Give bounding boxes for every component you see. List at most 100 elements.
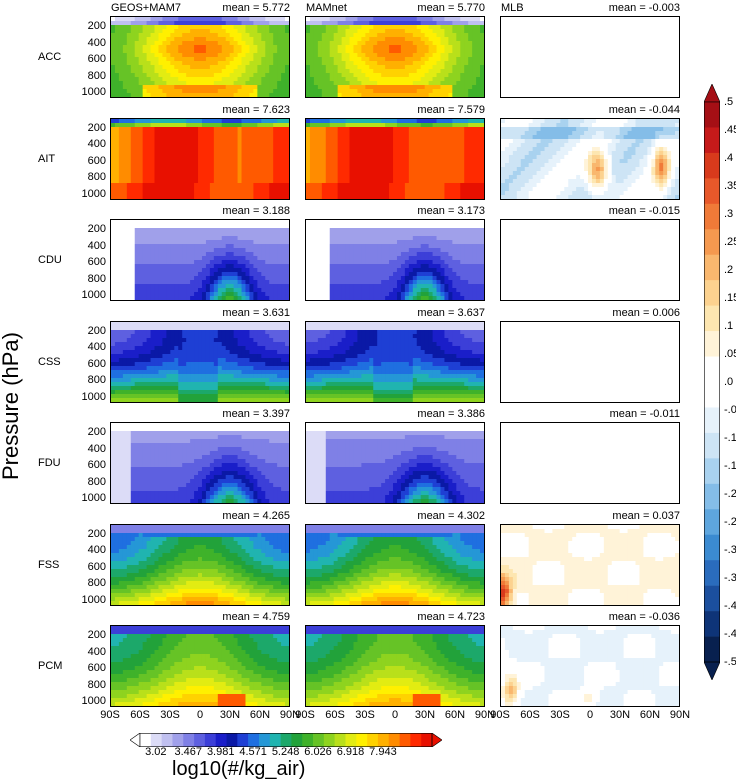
heatmap-cell [619,69,625,74]
heatmap-cell [452,134,457,140]
heatmap-cell [659,85,664,90]
heatmap-cell [174,45,179,50]
heatmap-cell [130,158,136,164]
heatmap-cell [209,142,215,148]
heatmap-cell [373,89,378,94]
heatmap-cell [285,138,289,144]
heatmap-cell [118,93,124,97]
heatmap-cell [325,45,331,50]
heatmap-cell [631,138,637,144]
heatmap-cell [667,89,672,94]
heatmap-cell [321,154,327,160]
heatmap-cell [277,182,282,188]
heatmap-cell [166,154,171,160]
heatmap-cell [448,170,453,176]
heatmap-cell [424,186,430,192]
heatmap-cell [329,186,335,192]
heatmap-cell [627,146,633,152]
heatmap-cell [572,81,577,86]
heatmap-cell [170,89,175,94]
heatmap-cell [552,77,557,82]
heatmap-cell [353,170,359,176]
heatmap-cell [249,122,254,128]
heatmap-cell [201,25,207,30]
heatmap-cell [651,81,656,86]
heatmap-cell [556,73,561,78]
heatmap-cell [404,174,410,180]
heatmap-cell [572,130,577,136]
heatmap-cell [126,33,132,38]
heatmap-cell [126,190,132,196]
heatmap-cell [516,142,522,148]
heatmap-cell [468,162,473,168]
heatmap-cell [591,33,597,38]
heatmap-cell [516,93,522,97]
heatmap-cell [464,134,469,140]
heatmap-cell [309,45,315,50]
heatmap-cell [201,45,207,50]
heatmap-cell [389,49,394,54]
heatmap-cell [659,93,664,97]
heatmap-cell [476,93,481,97]
heatmap-cell [345,29,351,34]
heatmap-cell [568,154,573,160]
heatmap-cell [245,134,251,140]
heatmap-cell [329,61,335,66]
heatmap-cell [269,65,274,70]
heatmap-cell [111,93,116,97]
heatmap-cell [225,41,231,46]
heatmap-cell [432,126,438,132]
heatmap-cell [277,33,282,38]
heatmap-cell [190,118,195,124]
heatmap-cell [190,45,195,50]
heatmap-cell [241,166,247,172]
mean-label: mean = 5.770 [417,2,485,14]
heatmap-cell [432,162,438,168]
heatmap-cell [599,73,605,78]
heatmap-cell [313,41,319,46]
heatmap-cell [229,174,235,180]
heatmap-cell [178,45,183,50]
heatmap-cell [209,81,215,86]
heatmap-cell [584,126,589,132]
heatmap-cell [603,89,609,94]
heatmap-cell [306,166,311,172]
heatmap-cell [221,138,227,144]
heatmap-cell [627,53,633,58]
heatmap-cell [182,150,187,156]
heatmap-cell [337,65,343,70]
heatmap-cell [138,190,144,196]
heatmap-cell [576,142,581,148]
heatmap-cell [480,49,484,54]
heatmap-cell [476,41,481,46]
heatmap-cell [588,89,593,94]
heatmap-cell [560,21,565,26]
heatmap-cell [265,89,270,94]
heatmap-cell [464,57,469,62]
heatmap-cell [548,21,554,26]
heatmap-cell [329,73,335,78]
heatmap-cell [544,53,550,58]
heatmap-cell [540,158,546,164]
heatmap-cell [420,93,426,97]
heatmap-cell [253,146,258,152]
heatmap-cell [337,49,343,54]
heatmap-cell [560,122,565,128]
heatmap-cell [404,25,410,30]
heatmap-cell [647,93,652,97]
heatmap-cell [393,93,398,97]
heatmap-cell [504,69,510,74]
heatmap-cell [568,130,573,136]
heatmap-cell [385,89,390,94]
heatmap-cell [564,73,569,78]
heatmap-cell [253,29,258,34]
heatmap-cell [456,17,461,22]
heatmap-cell [643,93,648,97]
heatmap-cell [464,77,469,82]
heatmap-cell [205,29,211,34]
heatmap-cell [460,93,465,97]
heatmap-cell [321,77,327,82]
heatmap-cell [655,81,660,86]
heatmap-cell [333,61,339,66]
heatmap-cell [209,53,215,58]
